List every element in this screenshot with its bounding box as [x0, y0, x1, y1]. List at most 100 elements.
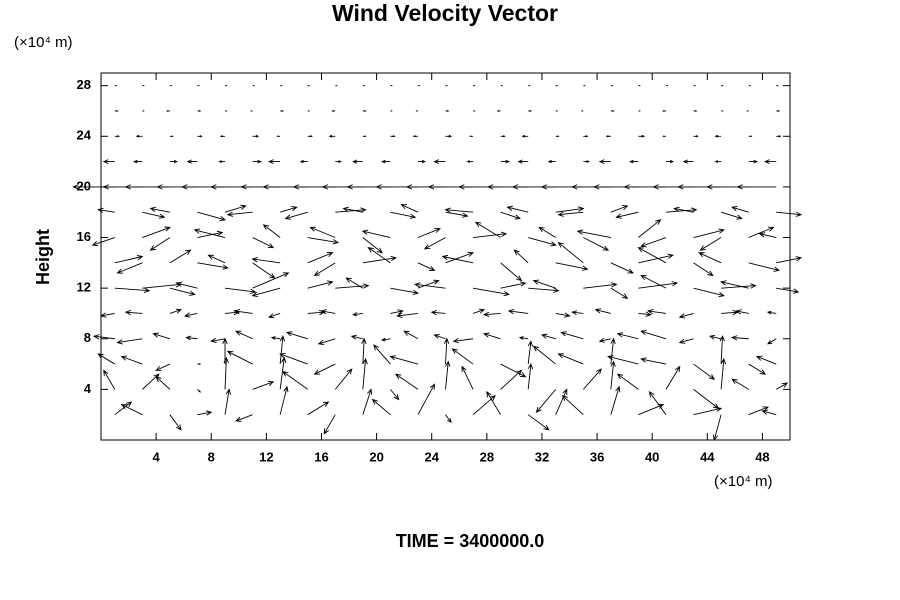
wind-vector: [334, 368, 353, 390]
wind-vector: [640, 357, 667, 365]
wind-vector: [396, 312, 418, 319]
wind-vector: [169, 287, 196, 296]
y-unit: (×10⁴ m): [14, 34, 73, 51]
wind-vector: [638, 253, 674, 264]
wind-vector: [414, 282, 446, 289]
wind-vector: [557, 241, 584, 264]
wind-vector: [720, 357, 727, 390]
wind-vector: [583, 160, 590, 163]
wind-vector: [270, 336, 281, 340]
wind-vector: [116, 338, 143, 345]
wind-vector: [714, 160, 722, 163]
wind-vector: [582, 368, 602, 390]
footer-time: TIME = 3400000.0: [396, 531, 545, 551]
wind-vector: [226, 350, 253, 365]
wind-vector: [766, 310, 777, 315]
wind-vector: [445, 211, 469, 218]
wind-vector: [776, 110, 781, 112]
wind-vector: [251, 257, 281, 264]
wind-vector: [352, 159, 363, 164]
wind-vector: [528, 237, 557, 247]
wind-vector: [483, 332, 501, 340]
wind-vector: [451, 348, 474, 365]
wind-vector: [748, 363, 767, 375]
wind-vector: [268, 313, 281, 319]
wind-vector: [350, 334, 363, 340]
wind-vector: [598, 337, 611, 343]
wind-vector: [693, 389, 720, 410]
wind-vector: [605, 135, 611, 138]
wind-vector: [693, 135, 699, 138]
wind-vector: [309, 226, 336, 238]
wind-vector: [93, 334, 115, 340]
wind-vector: [486, 390, 502, 415]
wind-vector: [335, 207, 367, 213]
wind-vector: [210, 337, 226, 344]
wind-vector: [169, 414, 182, 431]
wind-vector: [532, 345, 557, 365]
wind-vector: [506, 205, 529, 213]
wind-vector: [583, 135, 589, 138]
wind-vector: [775, 382, 789, 390]
wind-vector: [472, 287, 510, 297]
wind-vector: [320, 309, 336, 315]
y-axis-label: Height: [33, 229, 53, 285]
wind-vector: [610, 110, 615, 112]
wind-vector: [698, 252, 722, 264]
wind-vector: [662, 135, 666, 138]
wind-vector: [313, 262, 336, 277]
wind-vector: [452, 338, 474, 344]
wind-vector: [299, 159, 308, 164]
wind-vector: [124, 309, 143, 316]
wind-vector: [197, 410, 213, 416]
wind-vector: [193, 228, 226, 238]
wind-vector: [155, 375, 171, 390]
wind-vector: [132, 159, 143, 164]
wind-vector: [166, 110, 170, 112]
wind-vector: [381, 159, 391, 164]
wind-vector: [417, 262, 436, 271]
wind-vector: [678, 338, 694, 344]
wind-vector: [693, 110, 698, 112]
wind-vector: [226, 211, 253, 217]
wind-vector: [776, 135, 782, 138]
wind-vector: [433, 334, 446, 340]
wind-vector: [513, 249, 529, 264]
wind-vector: [362, 357, 368, 390]
wind-vector: [185, 335, 198, 341]
wind-vector: [555, 262, 589, 271]
wind-vector: [735, 309, 749, 315]
wind-vector: [183, 312, 198, 318]
wind-vector: [555, 206, 585, 213]
wind-vector: [678, 313, 694, 319]
wind-vector: [219, 135, 226, 138]
wind-vector: [114, 401, 133, 416]
wind-vector: [276, 135, 281, 138]
wind-vector: [748, 262, 781, 272]
wind-vector: [507, 308, 529, 315]
wind-vector: [197, 211, 227, 222]
wind-vector: [235, 414, 253, 422]
wind-vector: [279, 356, 287, 390]
wind-vector: [345, 277, 364, 289]
wind-vector: [607, 355, 639, 365]
wind-vector: [665, 159, 674, 164]
wind-vector: [103, 369, 116, 390]
wind-vector: [469, 135, 474, 138]
wind-vector: [91, 237, 115, 247]
wind-vector: [417, 279, 440, 289]
wind-vector: [282, 371, 308, 390]
wind-vector: [155, 363, 171, 371]
wind-vector: [610, 385, 621, 415]
wind-vector: [142, 282, 183, 289]
wind-vector: [280, 110, 284, 112]
wind-vector: [307, 237, 340, 245]
wind-vector: [135, 134, 143, 138]
wind-vector: [251, 287, 281, 298]
wind-vector: [500, 281, 527, 289]
wind-vector: [313, 363, 336, 375]
wind-vector: [693, 363, 716, 380]
wind-vector: [362, 255, 397, 264]
wind-vector: [629, 159, 639, 164]
wind-vector: [169, 249, 192, 264]
